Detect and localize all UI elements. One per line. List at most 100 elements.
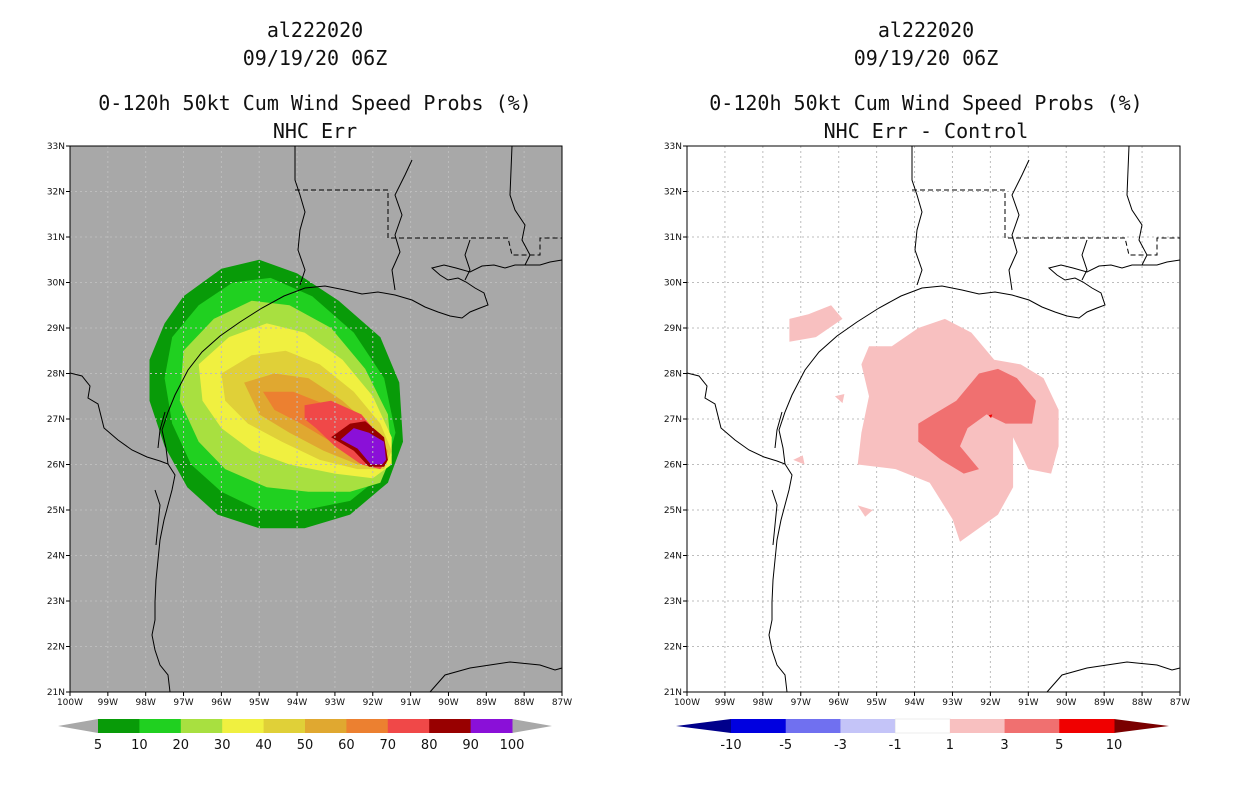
l-y-tick-label: 26N [47, 461, 65, 471]
r-contour-1-1 [789, 305, 843, 342]
l-x-tick-label: 97W [173, 698, 193, 708]
right-colorbar-label: 5 [1055, 738, 1063, 753]
right-title-line-3: 0-120h 50kt Cum Wind Speed Probs (%) [709, 91, 1142, 115]
left-colorbar-label: 100 [500, 738, 525, 753]
right-colorbar-end-high [1114, 719, 1169, 733]
left-colorbar-label: 20 [173, 738, 190, 753]
r-y-tick-label: 31N [664, 233, 682, 243]
left-probability-contours [149, 259, 403, 529]
right-colorbar-label: 1 [946, 738, 954, 753]
right-colorbar-label: -3 [834, 738, 847, 753]
r-y-tick-label: 21N [664, 688, 682, 698]
r-y-tick-label: 29N [664, 324, 682, 334]
r-y-tick-label: 33N [664, 142, 682, 152]
left-coastline-map [69, 145, 563, 693]
l-y-tick-label: 31N [47, 233, 65, 243]
right-y-axis: 21N 22N 23N 24N 25N 26N 27N 28N 29N 30N 31N 32N 33N [664, 142, 687, 698]
left-title-line-3: 0-120h 50kt Cum Wind Speed Probs (%) [98, 91, 531, 115]
r-contour-1-4 [793, 455, 805, 465]
left-colorbar-label: 70 [380, 738, 397, 753]
l-x-tick-label: 92W [363, 698, 383, 708]
right-colorbar-label: -5 [779, 738, 792, 753]
l-y-tick-label: 24N [47, 552, 65, 562]
left-colorbar-label: 50 [297, 738, 314, 753]
l-y-tick-label: 23N [47, 597, 65, 607]
r-x-tick-label: 100W [674, 698, 700, 708]
right-colorbar-label: 3 [1000, 738, 1008, 753]
left-colorbar-end-high [512, 719, 552, 733]
right-title-line-2: 09/19/20 06Z [854, 46, 999, 70]
r-x-tick-label: 97W [791, 698, 811, 708]
r-contour-1-3 [834, 394, 845, 404]
r-x-tick-label: 93W [942, 698, 962, 708]
l-x-tick-label: 91W [400, 698, 420, 708]
l-x-tick-label: 87W [552, 698, 572, 708]
r-x-tick-label: 91W [1018, 698, 1038, 708]
l-x-tick-label: 100W [57, 698, 83, 708]
r-x-tick-label: 89W [1094, 698, 1114, 708]
left-colorbar-swatch [263, 719, 306, 733]
l-y-tick-label: 25N [47, 506, 65, 516]
right-colorbar-swatch [1004, 719, 1060, 733]
r-y-tick-label: 24N [664, 552, 682, 562]
r-y-tick-label: 26N [664, 461, 682, 471]
right-barrier-islands [771, 145, 1148, 546]
l-y-tick-label: 21N [47, 688, 65, 698]
left-colorbar-swatch [180, 719, 223, 733]
right-colorbar-swatch [840, 719, 896, 733]
left-barrier-islands [154, 145, 531, 546]
left-mexico-coast [429, 661, 563, 693]
left-colorbar-swatch [222, 719, 265, 733]
l-x-tick-label: 96W [211, 698, 231, 708]
r-y-tick-label: 25N [664, 506, 682, 516]
r-x-tick-label: 90W [1056, 698, 1076, 708]
left-colorbar-label: 80 [421, 738, 438, 753]
left-colorbar-swatch [346, 719, 389, 733]
l-x-tick-label: 99W [98, 698, 118, 708]
left-colorbar-end-low [58, 719, 98, 733]
l-y-tick-label: 30N [47, 279, 65, 289]
l-y-tick-label: 33N [47, 142, 65, 152]
left-colorbar-label: 5 [94, 738, 102, 753]
l-contour-90-9 [340, 428, 386, 465]
left-colorbar-swatch [139, 719, 182, 733]
l-x-tick-label: 90W [438, 698, 458, 708]
right-coastline-map [686, 145, 1181, 693]
r-x-tick-label: 87W [1170, 698, 1190, 708]
left-x-axis: 100W 99W 98W 97W 96W 95W 94W 93W 92W 91W 90W 89W 88W… [57, 692, 572, 708]
l-x-tick-label: 95W [249, 698, 269, 708]
l-y-tick-label: 28N [47, 370, 65, 380]
left-title-line-1: al222020 [267, 18, 363, 42]
left-chart: al222020 09/19/20 06Z 0-120h 50kt Cum Wi… [47, 18, 572, 753]
left-title-line-4: NHC Err [273, 119, 357, 143]
l-x-tick-label: 94W [287, 698, 307, 708]
right-title-line-4: NHC Err - Control [824, 119, 1029, 143]
right-colorbar-label: -1 [889, 738, 902, 753]
right-colorbar-swatch [894, 718, 951, 734]
r-contour-5-6 [988, 414, 993, 419]
r-y-tick-label: 27N [664, 415, 682, 425]
left-colorbar-swatch [305, 719, 347, 733]
left-colorbar-label: 10 [131, 738, 148, 753]
r-x-tick-label: 96W [829, 698, 849, 708]
left-y-axis: 21N 22N 23N 24N 25N 26N 27N 28N 29N 30N 31N 32N 33N [47, 142, 70, 698]
r-y-tick-label: 32N [664, 188, 682, 198]
r-x-tick-label: 94W [904, 698, 924, 708]
l-y-tick-label: 27N [47, 415, 65, 425]
right-colorbar-swatch [785, 719, 841, 733]
left-colorbar-swatch [470, 719, 513, 733]
r-y-tick-label: 28N [664, 370, 682, 380]
r-x-tick-label: 98W [753, 698, 773, 708]
r-y-tick-label: 30N [664, 279, 682, 289]
r-y-tick-label: 23N [664, 597, 682, 607]
right-colorbar-swatch [1059, 719, 1115, 733]
left-gridlines [70, 146, 562, 692]
left-colorbar: 5 10 20 30 40 50 60 70 80 90 100 [58, 719, 552, 753]
right-coastline [686, 372, 793, 693]
right-mexico-coast [1046, 661, 1181, 693]
right-colorbar-label: -10 [720, 738, 741, 753]
left-colorbar-swatch [98, 719, 140, 733]
r-x-tick-label: 99W [715, 698, 735, 708]
right-colorbar-swatch [731, 719, 787, 733]
left-colorbar-swatch [387, 719, 430, 733]
